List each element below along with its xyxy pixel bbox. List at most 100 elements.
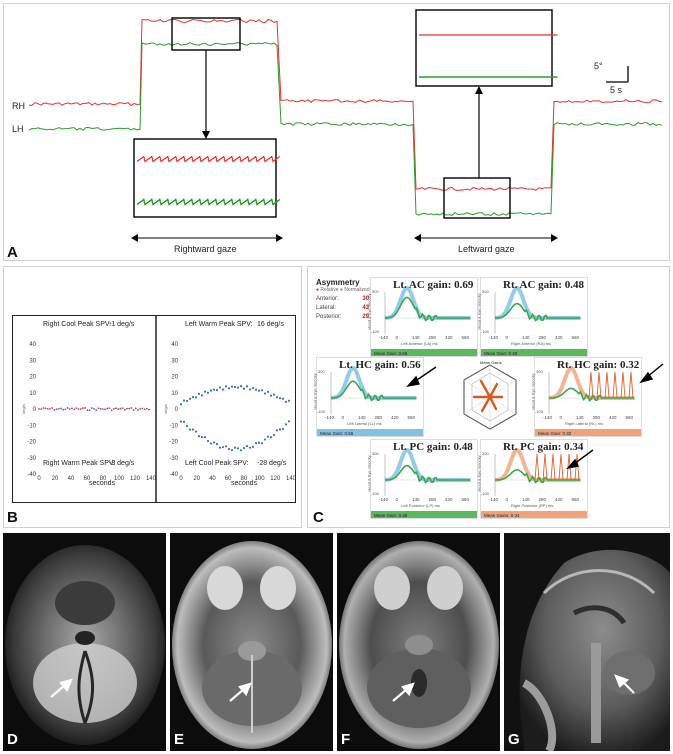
vhit-y-bottom: -100 — [481, 491, 490, 496]
vhit-x-tick: 560 — [461, 335, 470, 340]
x-tick-label: 80 — [100, 476, 107, 482]
data-point — [215, 443, 219, 446]
vhit-x-tick: 140 — [522, 497, 530, 502]
asymmetry-name: Posterior: — [316, 314, 342, 320]
vhit-x-tick: -140 — [543, 415, 553, 420]
left-warm-label: Left Warm Peak SPV: — [185, 321, 253, 328]
data-point — [284, 400, 288, 403]
data-point — [123, 408, 126, 411]
data-point — [60, 407, 62, 410]
vhit-x-axis-label: Left Anterior (LA) ms — [401, 341, 438, 346]
vhit-mean-gain-text: Mean Gains: 0.34 — [484, 513, 520, 518]
y-tick-label: -20 — [27, 440, 36, 446]
data-point — [209, 442, 213, 445]
vhit-y-top: 300 — [482, 289, 489, 294]
y-tick-label: 10 — [171, 391, 178, 397]
x-tick-label: 60 — [225, 476, 232, 482]
vhit-y-bottom: -100 — [371, 329, 380, 334]
vhit-plot: Lt. AC gain: 0.69 Head & Eye Velocity 300 -… — [367, 277, 478, 357]
scale-vertical-label: 5° — [594, 61, 603, 71]
panel-b-label: B — [7, 509, 18, 526]
vhit-mean-gain-bar: Mean Gain: 0.48 — [371, 511, 477, 518]
data-point — [224, 445, 228, 448]
data-point — [272, 393, 276, 396]
vhit-x-tick: 0 — [505, 335, 509, 340]
data-point — [251, 445, 255, 448]
x-tick-label: 140 — [146, 476, 157, 482]
vhit-x-tick: 420 — [445, 497, 453, 502]
vhit-x-axis-label: Left Posterior (LP) ms — [401, 503, 440, 508]
data-point — [197, 392, 201, 395]
vhit-x-tick: 0 — [505, 497, 509, 502]
data-point — [49, 408, 51, 410]
y-tick-label: 30 — [171, 358, 178, 364]
data-point — [143, 408, 146, 411]
y-tick-label: -40 — [169, 472, 178, 478]
data-point — [42, 407, 45, 409]
inset-marker-left — [443, 177, 511, 219]
asymmetry-table: Anterior: 30 % Lateral: 43 % Posterior: 29 % — [316, 295, 376, 322]
data-point — [260, 442, 264, 445]
vhit-plot: Rt. AC gain: 0.48 Head & Eye Velocity 300 -… — [477, 277, 588, 357]
mri-panel-d: D — [3, 533, 166, 751]
y-tick-label: 20 — [29, 375, 36, 381]
data-point — [134, 407, 137, 410]
vhit-x-tick: 140 — [576, 415, 584, 420]
data-point — [145, 407, 148, 410]
vhit-y-axis-label: Head & Eye Velocity — [366, 293, 372, 330]
y-tick-label: 0 — [33, 407, 37, 413]
data-point — [242, 447, 246, 450]
asymmetry-title: Asymmetry — [316, 278, 360, 287]
vhit-gain-title: Rt. HC gain: 0.32 — [557, 359, 640, 371]
data-point — [206, 439, 210, 443]
data-point — [182, 399, 186, 402]
data-point — [281, 427, 285, 431]
vhit-y-axis-label: Head & Eye Velocity — [312, 373, 318, 410]
vhit-x-tick: 420 — [391, 415, 399, 420]
data-point — [77, 408, 80, 411]
panel-a-traces — [28, 9, 663, 242]
data-point — [194, 396, 198, 399]
y-tick-label: -30 — [27, 456, 36, 462]
panel-c: Asymmetry ● Relative ● Normalized Relati… — [307, 266, 670, 528]
data-point — [269, 436, 273, 439]
data-point — [185, 424, 189, 428]
data-point — [99, 407, 102, 410]
y-axis-label: deg/s — [163, 404, 168, 414]
data-point — [212, 388, 216, 391]
right-cool-label: Right Cool Peak SPV: — [43, 321, 112, 328]
panel-a: RH LH 5° 5 s Rightward gaze Leftward gaz… — [3, 3, 670, 261]
data-point — [215, 389, 219, 392]
vhit-mean-gain-text: Mean Gain: 0.69 — [374, 351, 408, 356]
y-tick-label: 0 — [175, 407, 179, 413]
data-point — [71, 407, 73, 410]
data-point — [110, 409, 113, 412]
data-point — [209, 389, 213, 392]
data-point — [242, 387, 246, 390]
data-point — [188, 397, 192, 400]
x-tick-label: 0 — [179, 476, 183, 482]
asymmetry-value: 30 % — [362, 296, 376, 302]
x-tick-label: 100 — [114, 476, 125, 482]
data-point — [239, 384, 243, 388]
mean-gains-hexagon: Mean Gains — [458, 359, 522, 433]
data-point — [275, 396, 279, 399]
vhit-y-bottom: -100 — [481, 329, 490, 334]
x-tick-label: 60 — [84, 476, 91, 482]
data-point — [46, 407, 49, 410]
vhit-x-tick: 560 — [571, 497, 580, 502]
data-point — [233, 446, 237, 449]
data-point — [266, 390, 270, 393]
data-point — [86, 409, 89, 411]
vhit-x-tick: 420 — [609, 415, 617, 420]
data-point — [218, 386, 222, 389]
panel-b: 40 30 20 10 0 -10 -20 -30 -40 0 20 40 60 80 100 120 140 d… — [3, 266, 302, 528]
data-point — [68, 408, 71, 410]
right-cool-value: -1 deg/s — [109, 321, 135, 328]
y-tick-label: -30 — [169, 456, 178, 462]
vhit-x-axis-label: Left Lateral (LL) ms — [347, 421, 382, 426]
data-point — [64, 408, 67, 411]
x-tick-label: 20 — [52, 476, 59, 482]
panel-c-label: C — [313, 509, 324, 526]
legend-normalized: Normalized Relative — [344, 287, 390, 293]
